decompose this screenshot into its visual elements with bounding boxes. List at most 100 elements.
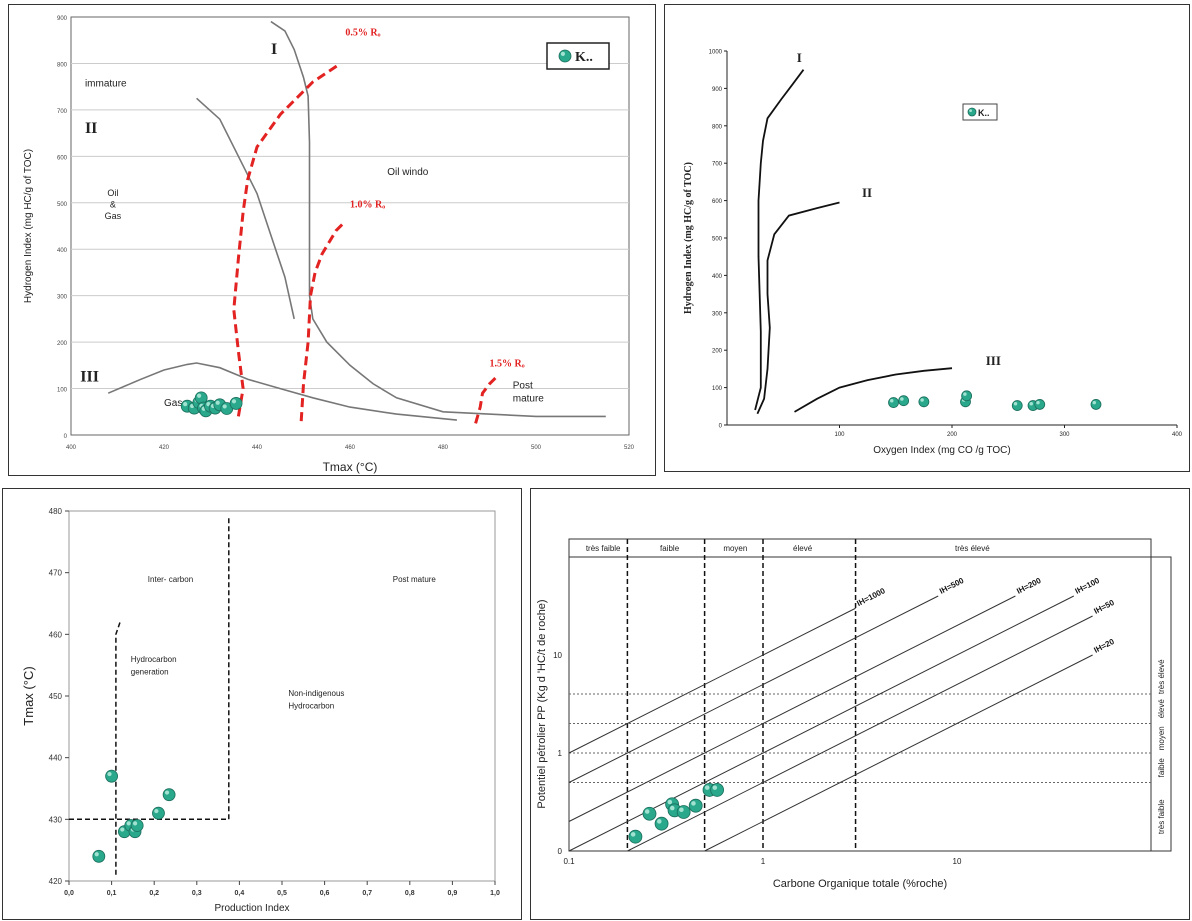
label-type-ii: II — [85, 120, 97, 137]
data-point-8 — [710, 783, 725, 797]
plot-area — [68, 510, 496, 882]
x-tick-label-2: 440 — [252, 445, 263, 451]
x-tick-label-8: 0,8 — [405, 890, 415, 897]
label-non-indigenous-1: Non-indigenous — [288, 689, 344, 698]
data-point-6-shine — [154, 808, 159, 814]
data-point-6 — [152, 806, 165, 820]
ih-line-2 — [568, 595, 1016, 822]
data-point-0-body — [628, 829, 643, 844]
y-tick-label-7: 700 — [57, 109, 68, 115]
data-point-1-shine — [644, 809, 650, 814]
zone-boundary-3 — [115, 621, 121, 875]
right-category-0: très faible — [1157, 799, 1166, 834]
label-non-indigenous-2: Hydrocarbon — [288, 701, 334, 710]
y-axis-label: Tmax (°C) — [21, 666, 36, 725]
data-point-0 — [628, 829, 643, 844]
label-hc-generation-2: generation — [131, 667, 169, 676]
y-tick-label-1: 430 — [49, 815, 63, 824]
label-type-i: I — [271, 41, 277, 58]
top-category-4: très élevé — [955, 544, 990, 553]
y-tick-label-3: 300 — [712, 311, 723, 317]
x-axis-label: Production Index — [214, 903, 289, 914]
data-point-7-shine — [704, 785, 710, 790]
y-tick-label-5: 500 — [57, 202, 68, 208]
vitrinite-reflectance-line-2 — [299, 220, 347, 422]
data-point-2-shine — [920, 398, 924, 402]
chart-hi-oi: 0 100 200 300 400 500 600 700 800 900 1000 100 200 30… — [664, 4, 1190, 472]
data-point-1-shine — [900, 397, 904, 401]
data-point-1 — [898, 395, 910, 407]
y-tick-label-8: 800 — [57, 62, 68, 68]
data-point-7-body — [162, 788, 176, 802]
data-point-8 — [1090, 399, 1102, 410]
data-point-2-shine — [657, 819, 662, 824]
top-category-3: élevé — [793, 544, 813, 553]
label-post-mature: Post mature — [393, 575, 437, 584]
label-ro-05: 0.5% Rₒ — [345, 28, 380, 39]
legend-marker-shine — [560, 51, 566, 57]
kerogen-type-curve-2 — [196, 97, 295, 320]
data-point-6-body — [152, 806, 165, 820]
y-tick-label-2: 10 — [553, 651, 562, 660]
kerogen-type-curve-3 — [107, 362, 457, 421]
data-point-2-body — [918, 396, 930, 408]
data-point-0-body — [92, 849, 106, 863]
chart-pp-cot-svg: 0 1 10 0.1 1 10 Carbone Organique totale (%roc… — [536, 538, 1172, 890]
label-post-mature-1: Post — [513, 381, 533, 392]
y-tick-label-8: 800 — [712, 124, 723, 130]
y-tick-label-2: 200 — [57, 341, 68, 347]
label-post-mature-2: mature — [513, 394, 545, 405]
vitrinite-reflectance-line-1 — [232, 62, 342, 417]
legend-label: K.. — [575, 50, 593, 65]
data-point-2 — [654, 816, 669, 831]
right-category-2: moyen — [1157, 726, 1166, 750]
data-point-1-body — [898, 395, 910, 407]
x-tick-label-4: 0,4 — [235, 890, 245, 897]
data-point-0-shine — [890, 399, 894, 403]
data-point-5-body — [1011, 400, 1023, 411]
data-point-7-body — [1034, 399, 1046, 410]
data-point-3-shine — [667, 799, 673, 805]
y-tick-label-1: 100 — [57, 388, 68, 394]
ih-line-5 — [704, 654, 1093, 852]
label-type-iii: III — [986, 353, 1001, 368]
y-tick-label-1: 1 — [558, 749, 563, 758]
x-tick-label-5: 500 — [531, 445, 542, 451]
data-point-5-shine — [679, 807, 684, 813]
y-axis-label: Hydrogen Index (mg HC/g of TOC) — [683, 162, 694, 314]
data-point-0-shine — [183, 402, 188, 407]
vitrinite-reflectance-line-3 — [474, 373, 500, 424]
ih-line-4 — [627, 615, 1093, 852]
data-point-1-body — [105, 769, 118, 783]
kerogen-type-curve-2 — [756, 201, 840, 415]
data-point-1 — [642, 806, 657, 821]
ih-line-0 — [568, 607, 856, 754]
data-point-7-shine — [1036, 400, 1040, 405]
label-immature: immature — [85, 79, 127, 90]
data-point-4 — [961, 390, 973, 402]
top-category-0: très faible — [586, 544, 621, 553]
kerogen-type-curve-1 — [754, 69, 805, 411]
data-point-6-shine — [691, 801, 696, 806]
y-tick-label-6: 480 — [49, 507, 63, 516]
y-tick-label-0: 0 — [64, 434, 68, 440]
data-point-8-body — [1090, 399, 1102, 410]
y-tick-label-0: 0 — [558, 847, 563, 856]
x-axis-label: Tmax (°C) — [323, 460, 378, 474]
data-point-0-shine — [630, 832, 636, 837]
y-axis-label: Potentiel pétrolier PP (Kg d 'HC/t de ro… — [536, 599, 548, 808]
data-point-0 — [92, 849, 106, 863]
data-point-0 — [888, 397, 899, 408]
ih-line-1 — [568, 595, 939, 783]
data-point-4-body — [961, 390, 973, 402]
chart-hi-oi-svg: 0 100 200 300 400 500 600 700 800 900 1000 100 200 30… — [683, 50, 1183, 457]
data-point-10 — [229, 397, 243, 410]
legend-marker-body — [967, 107, 977, 117]
label-oil-gas-3: Gas — [105, 211, 122, 221]
x-tick-label-1: 1 — [761, 857, 766, 866]
label-gas: Gas — [164, 398, 182, 409]
top-category-1: faible — [660, 544, 680, 553]
x-tick-label-3: 400 — [1172, 432, 1183, 438]
y-tick-label-9: 900 — [712, 87, 723, 93]
right-category-3: élevé — [1157, 699, 1166, 719]
